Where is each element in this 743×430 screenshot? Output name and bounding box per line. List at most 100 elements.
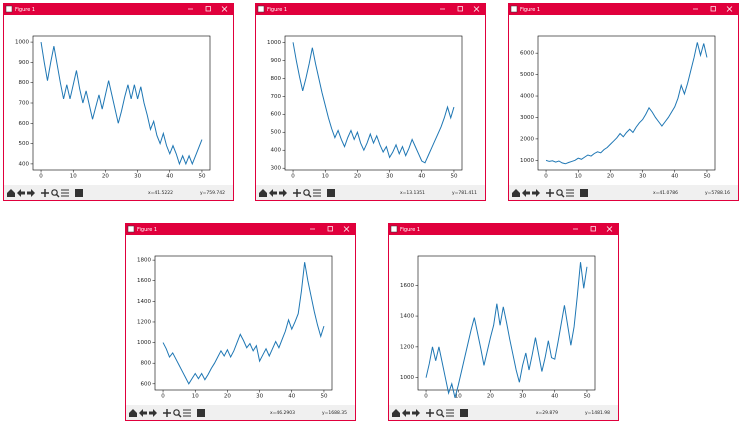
pan-button[interactable]	[163, 409, 171, 417]
x-tick-label: 50	[198, 174, 205, 180]
y-tick-label: 1800	[137, 258, 151, 264]
maximize-button[interactable]	[205, 6, 211, 12]
configure-button[interactable]	[566, 189, 574, 197]
close-button[interactable]	[473, 6, 480, 12]
toolbar	[389, 405, 618, 420]
title-bar	[255, 3, 486, 15]
window-title: Figure 1	[400, 227, 420, 233]
status-y: y=759.742	[200, 190, 225, 196]
y-tick-label: 4000	[520, 94, 534, 100]
title-bar	[3, 3, 234, 15]
x-tick-label: 30	[256, 394, 263, 400]
status-x: x=41.5222	[148, 190, 173, 196]
x-tick-label: 0	[161, 394, 165, 400]
title-bar	[125, 223, 356, 235]
configure-button[interactable]	[313, 189, 321, 197]
window-title: Figure 1	[137, 227, 157, 233]
pan-button[interactable]	[426, 409, 434, 417]
zoom-handle	[56, 194, 60, 198]
zoom-button[interactable]	[303, 189, 310, 196]
data-line	[425, 262, 588, 398]
maximize-button[interactable]	[710, 6, 716, 12]
forward-button[interactable]	[27, 189, 35, 197]
close-button[interactable]	[726, 6, 733, 12]
home-button[interactable]	[392, 409, 400, 417]
zoom-button[interactable]	[436, 409, 443, 416]
back-button[interactable]	[522, 189, 530, 197]
x-tick-label: 10	[70, 174, 77, 180]
save-button[interactable]	[460, 409, 468, 417]
x-tick-label: 10	[575, 174, 582, 180]
window-frame	[388, 223, 619, 421]
window-title: Figure 1	[267, 7, 287, 13]
save-button[interactable]	[75, 189, 83, 197]
y-tick-label: 500	[271, 130, 282, 136]
x-tick-label: 30	[639, 174, 646, 180]
y-tick-label: 900	[271, 58, 282, 64]
status-x: x=41.0786	[653, 190, 678, 196]
save-button[interactable]	[327, 189, 335, 197]
maximize-button[interactable]	[457, 6, 463, 12]
window-frame	[125, 223, 356, 421]
save-button[interactable]	[197, 409, 205, 417]
toolbar	[4, 185, 233, 200]
zoom-handle	[441, 414, 445, 418]
y-tick-label: 1600	[137, 278, 151, 284]
axes-frame	[154, 255, 333, 391]
pan-button[interactable]	[41, 189, 49, 197]
x-tick-label: 30	[386, 174, 393, 180]
back-button[interactable]	[139, 409, 147, 417]
x-tick-label: 0	[544, 174, 548, 180]
window: Figure 1 x=13.1351 y=781.411 0 10 20 30 40 50 300…	[255, 3, 486, 201]
window-frame	[255, 3, 486, 201]
forward-button[interactable]	[412, 409, 420, 417]
y-tick-label: 1200	[400, 344, 414, 350]
status-y: y=1481.98	[585, 410, 610, 416]
status-y: y=5788.16	[705, 190, 730, 196]
configure-button[interactable]	[446, 409, 454, 417]
maximize-button[interactable]	[327, 226, 333, 232]
y-tick-label: 1200	[137, 319, 151, 325]
window-frame	[3, 3, 234, 201]
forward-button[interactable]	[279, 189, 287, 197]
app-icon	[510, 5, 518, 13]
back-button[interactable]	[17, 189, 25, 197]
home-button[interactable]	[259, 189, 267, 197]
axes-frame	[284, 35, 463, 171]
zoom-button[interactable]	[51, 189, 58, 196]
home-button[interactable]	[512, 189, 520, 197]
close-button[interactable]	[343, 226, 350, 232]
zoom-button[interactable]	[173, 409, 180, 416]
configure-button[interactable]	[183, 409, 191, 417]
title-bar	[388, 223, 619, 235]
y-tick-label: 900	[19, 60, 30, 66]
configure-button[interactable]	[61, 189, 69, 197]
pan-button[interactable]	[293, 189, 301, 197]
zoom-button[interactable]	[556, 189, 563, 196]
y-tick-label: 6000	[520, 51, 534, 57]
x-tick-label: 20	[487, 394, 494, 400]
pan-button[interactable]	[546, 189, 554, 197]
maximize-button[interactable]	[590, 226, 596, 232]
back-button[interactable]	[402, 409, 410, 417]
back-button[interactable]	[269, 189, 277, 197]
forward-button[interactable]	[532, 189, 540, 197]
window-title: Figure 1	[520, 7, 540, 13]
toolbar	[509, 185, 738, 200]
y-tick-label: 1000	[267, 40, 281, 46]
axes-frame	[537, 35, 716, 171]
close-button[interactable]	[606, 226, 613, 232]
toolbar	[126, 405, 355, 420]
y-tick-label: 600	[19, 121, 30, 127]
home-button[interactable]	[7, 189, 15, 197]
x-tick-label: 40	[288, 394, 295, 400]
forward-button[interactable]	[149, 409, 157, 417]
close-button[interactable]	[221, 6, 228, 12]
data-line	[292, 42, 455, 164]
y-tick-label: 2000	[520, 136, 534, 142]
home-button[interactable]	[129, 409, 137, 417]
x-tick-label: 40	[166, 174, 173, 180]
data-line	[40, 42, 203, 166]
x-tick-label: 10	[455, 394, 462, 400]
save-button[interactable]	[580, 189, 588, 197]
